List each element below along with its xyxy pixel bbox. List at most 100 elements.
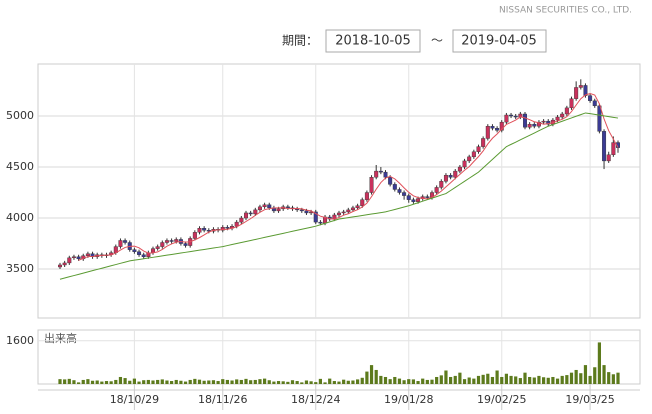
candle-body <box>243 212 248 219</box>
volume-bar <box>444 370 448 384</box>
period-label: 期間： <box>282 34 318 48</box>
volume-bar <box>146 379 150 384</box>
volume-bar <box>435 376 439 384</box>
candle-body <box>448 174 453 178</box>
candle-body <box>76 256 81 260</box>
volume-bar <box>63 379 67 384</box>
volume-bar <box>458 372 462 384</box>
volume-bar <box>170 381 174 384</box>
volume-bar <box>221 379 225 384</box>
volume-bar <box>86 379 90 384</box>
candle-body <box>462 160 467 168</box>
candle-body <box>225 227 230 229</box>
volume-bar <box>546 377 550 384</box>
volume-bar <box>416 381 420 384</box>
volume-bar <box>542 377 546 384</box>
candle-body <box>476 146 481 152</box>
volume-bar <box>569 372 574 384</box>
volume-bar <box>207 380 211 384</box>
x-tick-label: 19/02/25 <box>477 393 526 406</box>
volume-bar <box>132 378 136 384</box>
candle-body <box>443 174 448 182</box>
candle-body <box>602 131 607 162</box>
volume-bar <box>197 379 202 384</box>
volume-bar <box>476 375 481 384</box>
candle-body <box>564 107 569 115</box>
x-tick-label: 18/11/26 <box>198 393 247 406</box>
volume-bar <box>407 379 411 384</box>
volume-bar <box>467 377 471 384</box>
volume-bar <box>239 379 243 384</box>
start-date: 2018-10-05 <box>335 34 411 49</box>
end-date-box[interactable] <box>452 29 547 53</box>
volume-bar <box>490 376 495 384</box>
end-date: 2019-04-05 <box>461 34 537 49</box>
volume-bar <box>58 379 62 384</box>
candle-body <box>532 123 537 127</box>
candle-body <box>239 217 244 223</box>
candle-body <box>439 181 444 188</box>
candle-body <box>118 240 123 247</box>
volume-bar <box>77 382 81 384</box>
volume-bar <box>128 380 132 384</box>
volume-bar <box>118 376 123 384</box>
candle-body <box>58 264 63 268</box>
candle-body <box>592 100 597 107</box>
volume-bar <box>588 375 592 384</box>
volume-bar <box>225 379 229 384</box>
volume-bar <box>528 376 532 384</box>
x-tick-label: 18/12/24 <box>291 393 340 406</box>
volume-tick-label: 1600 <box>6 334 34 347</box>
volume-bar <box>500 376 504 384</box>
volume-bar <box>481 374 485 384</box>
candle-body <box>509 114 514 117</box>
volume-bar <box>314 382 318 384</box>
y-tick-label: 5000 <box>6 109 34 122</box>
volume-bar <box>216 381 220 384</box>
volume-bar <box>183 381 188 384</box>
candle-body <box>611 142 616 155</box>
candle-body <box>337 212 342 216</box>
candle-body <box>137 251 142 255</box>
volume-bar <box>300 382 304 384</box>
candle-body <box>536 121 541 127</box>
volume-bar <box>439 375 443 384</box>
candle-body <box>192 232 197 239</box>
volume-bar <box>486 373 490 384</box>
volume-bar <box>211 380 216 384</box>
candle-body <box>504 114 509 123</box>
candle-body <box>392 184 397 190</box>
volume-bar <box>90 380 95 384</box>
volume-bar <box>337 381 341 384</box>
candle-body <box>364 192 369 200</box>
candle-body <box>267 204 272 209</box>
volume-bar <box>179 380 183 384</box>
start-date-box[interactable] <box>325 29 421 53</box>
candle-body <box>490 126 495 129</box>
candle-body <box>378 170 383 173</box>
candle-body <box>411 199 416 202</box>
candle-body <box>374 170 379 178</box>
volume-bar <box>602 365 606 384</box>
volume-bar <box>449 376 453 384</box>
candle-body <box>499 121 504 131</box>
volume-bar <box>472 378 476 384</box>
candle-body <box>155 246 160 249</box>
candle-body <box>578 85 583 88</box>
volume-bar <box>565 375 569 384</box>
volume-bar <box>537 375 541 384</box>
volume-bar <box>421 378 425 384</box>
volume-bar <box>235 379 239 384</box>
volume-bar <box>397 378 402 384</box>
volume-bar <box>393 376 397 384</box>
y-tick-label: 4500 <box>6 160 34 173</box>
volume-bar <box>81 379 85 384</box>
volume-bar <box>369 365 374 384</box>
volume-bar <box>495 370 499 384</box>
volume-bar <box>230 380 234 384</box>
volume-bar <box>611 374 615 384</box>
volume-bar <box>579 373 583 384</box>
volume-bar <box>388 379 392 384</box>
volume-bar <box>342 379 346 384</box>
